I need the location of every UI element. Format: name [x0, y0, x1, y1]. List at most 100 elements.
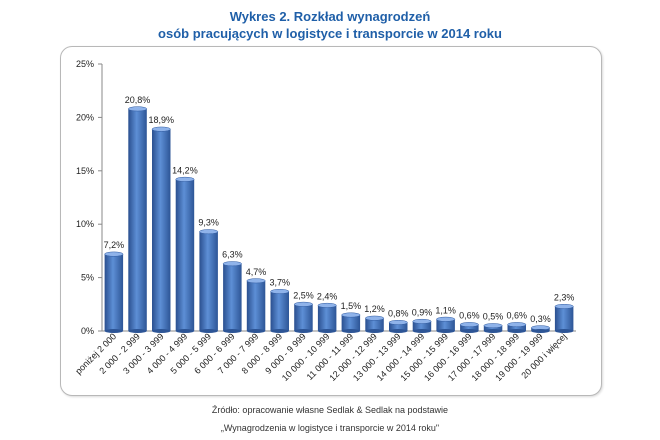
bar-base: [554, 329, 574, 333]
bar-body: [365, 318, 384, 331]
bar-body: [436, 319, 455, 331]
data-label: 2,3%: [554, 292, 575, 302]
bar-base: [152, 329, 171, 333]
bar-top: [554, 303, 574, 309]
y-tick-label: 25%: [76, 59, 94, 69]
data-label: 0,9%: [412, 307, 433, 317]
bar: [530, 325, 550, 333]
bar-base: [128, 329, 147, 333]
bar-top: [459, 322, 479, 328]
bar-top: [365, 315, 385, 321]
y-tick-label: 0%: [81, 326, 94, 336]
bar: [412, 318, 432, 333]
bar-top: [199, 229, 219, 235]
bar-body: [554, 306, 574, 331]
bar: [388, 320, 408, 333]
data-label: 4,7%: [246, 267, 267, 277]
bar-base: [175, 329, 195, 333]
bar-base: [412, 329, 432, 333]
bar-base: [199, 329, 218, 333]
bar: [507, 322, 527, 333]
bar-top: [388, 320, 408, 325]
bar-body: [294, 304, 313, 331]
data-label: 1,1%: [435, 305, 456, 315]
bar-body: [199, 231, 218, 331]
data-label: 0,6%: [459, 311, 480, 321]
bar-top: [483, 323, 503, 329]
bar-top: [222, 261, 242, 267]
data-label: 2,4%: [317, 291, 338, 301]
bar-top: [412, 318, 432, 324]
bar-top: [104, 251, 124, 257]
bar-body: [175, 179, 195, 331]
bar-body: [389, 322, 408, 331]
data-label: 6,3%: [222, 250, 243, 260]
bar-top: [341, 312, 361, 318]
source-note-line-2: „Wynagrodzenia w logistyce i transporcie…: [220, 423, 440, 433]
bar: [104, 251, 124, 333]
bar: [246, 278, 266, 333]
bar-top: [246, 278, 266, 284]
bar: [554, 303, 574, 333]
data-label: 7,2%: [104, 240, 125, 250]
bar: [317, 302, 337, 333]
chart-title: Wykres 2. Rozkład wynagrodzeń osób pracu…: [0, 8, 660, 42]
bar-base: [365, 329, 384, 333]
bar-body: [246, 280, 266, 331]
bar: [483, 323, 503, 333]
bar-base: [104, 329, 124, 333]
y-tick-label: 10%: [76, 219, 94, 229]
y-tick-label: 5%: [81, 273, 94, 283]
data-label: 18,9%: [148, 115, 174, 125]
y-tick-label: 20%: [76, 112, 94, 122]
bar-body: [483, 325, 503, 331]
data-label: 0,5%: [483, 312, 504, 322]
bar-base: [223, 329, 242, 333]
bar-body: [507, 324, 526, 331]
bar-top: [270, 289, 290, 294]
data-label: 0,8%: [388, 308, 409, 318]
data-label: 2,5%: [293, 290, 314, 300]
chart-frame: [60, 46, 602, 396]
bar: [270, 289, 290, 333]
bar-base: [317, 329, 337, 333]
data-label: 1,5%: [341, 301, 362, 311]
bar-body: [412, 321, 432, 331]
bar: [222, 261, 242, 333]
bar-body: [460, 324, 479, 331]
bar-body: [223, 263, 242, 331]
bar: [365, 315, 385, 333]
chart-title-line-1: Wykres 2. Rozkład wynagrodzeń: [229, 9, 431, 24]
bar-base: [389, 329, 408, 333]
data-label: 0,3%: [530, 314, 551, 324]
bar-top: [317, 302, 337, 308]
data-label: 9,3%: [198, 218, 219, 228]
bar-body: [152, 129, 171, 331]
bar-base: [507, 329, 526, 333]
bar: [175, 176, 195, 333]
bar-body: [104, 254, 124, 331]
bar-body: [270, 291, 289, 331]
bar-base: [294, 329, 313, 333]
source-note-line-1: Źródło: opracowanie własne Sedlak & Sedl…: [211, 405, 449, 415]
bar-base: [341, 329, 361, 333]
data-label: 0,6%: [506, 311, 527, 321]
bar-top: [151, 126, 171, 132]
bar: [459, 322, 479, 333]
bar-body: [341, 314, 361, 331]
bar: [293, 301, 313, 333]
bar-body: [128, 108, 147, 331]
bar-base: [246, 329, 266, 333]
data-label: 1,2%: [364, 304, 385, 314]
bar-base: [270, 329, 289, 333]
bar-base: [531, 329, 550, 333]
bar-body: [317, 305, 337, 331]
bar-base: [483, 329, 503, 333]
bar-base: [460, 329, 479, 333]
bar-base: [436, 329, 455, 333]
bar-top: [436, 316, 456, 322]
bar-top: [507, 322, 527, 328]
bar: [151, 126, 171, 333]
bar-top: [128, 106, 148, 112]
